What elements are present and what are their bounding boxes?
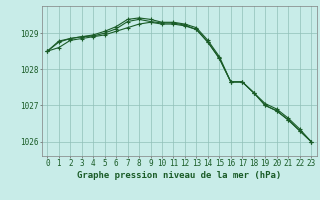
- X-axis label: Graphe pression niveau de la mer (hPa): Graphe pression niveau de la mer (hPa): [77, 171, 281, 180]
